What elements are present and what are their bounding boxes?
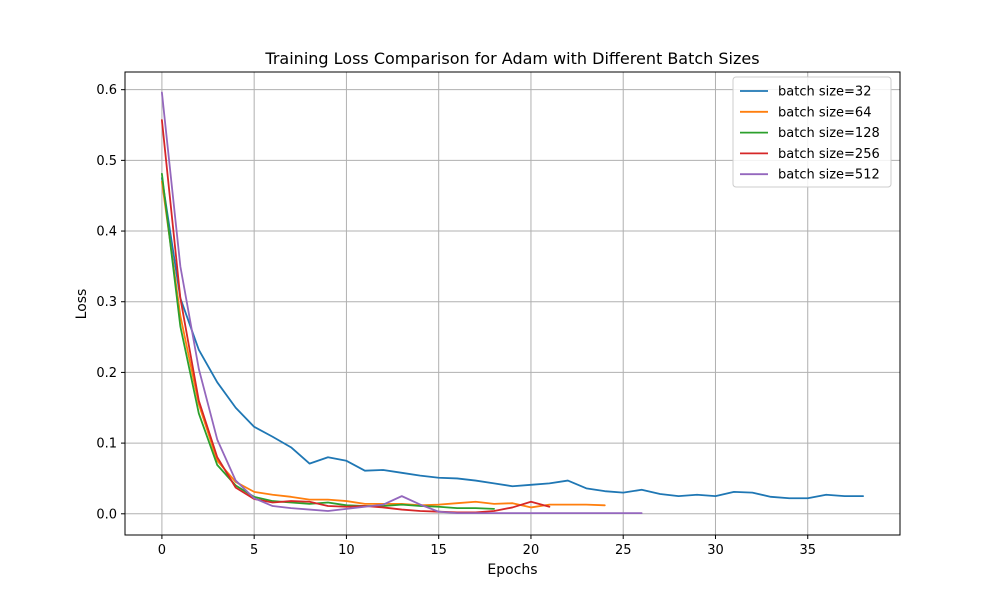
series-line-3 bbox=[160, 172, 495, 510]
x-tick-label: 30 bbox=[707, 543, 724, 558]
legend-label-3: batch size=128 bbox=[778, 126, 880, 141]
y-tick-label: 0.2 bbox=[96, 366, 117, 381]
x-tick-label: 15 bbox=[430, 543, 447, 558]
plot-frame bbox=[124, 71, 901, 536]
series-line-5 bbox=[160, 91, 643, 514]
x-axis-label: Epochs bbox=[487, 562, 537, 578]
y-tick-label: 0.3 bbox=[96, 295, 117, 310]
y-axis-label: Loss bbox=[74, 289, 90, 320]
x-axis-ticks: 0 5 10 15 20 25 30 35 bbox=[158, 535, 816, 558]
legend: batch size=32 batch size=64 batch size=128… bbox=[732, 76, 892, 188]
x-tick-label: 10 bbox=[338, 543, 355, 558]
x-tick-label: 5 bbox=[250, 543, 258, 558]
x-tick-label: 35 bbox=[799, 543, 816, 558]
legend-label-2: batch size=64 bbox=[778, 105, 871, 120]
y-tick-label: 0.5 bbox=[96, 154, 117, 169]
y-axis-ticks: 0.0 0.1 0.2 0.3 0.4 0.5 0.6 bbox=[96, 83, 125, 522]
chart-title: Training Loss Comparison for Adam with D… bbox=[264, 49, 759, 68]
series-line-4 bbox=[160, 119, 551, 514]
series-lines bbox=[160, 91, 864, 514]
x-tick-label: 20 bbox=[523, 543, 540, 558]
legend-label-5: batch size=512 bbox=[778, 168, 880, 183]
legend-label-4: batch size=256 bbox=[778, 147, 880, 162]
y-tick-label: 0.0 bbox=[96, 507, 117, 522]
series-line-1 bbox=[160, 177, 864, 500]
legend-box bbox=[732, 76, 892, 188]
x-tick-label: 0 bbox=[158, 543, 166, 558]
y-tick-label: 0.4 bbox=[96, 225, 117, 240]
y-tick-label: 0.1 bbox=[96, 437, 117, 452]
legend-label-1: batch size=32 bbox=[778, 85, 871, 100]
x-tick-label: 25 bbox=[615, 543, 632, 558]
y-tick-label: 0.6 bbox=[96, 83, 117, 98]
